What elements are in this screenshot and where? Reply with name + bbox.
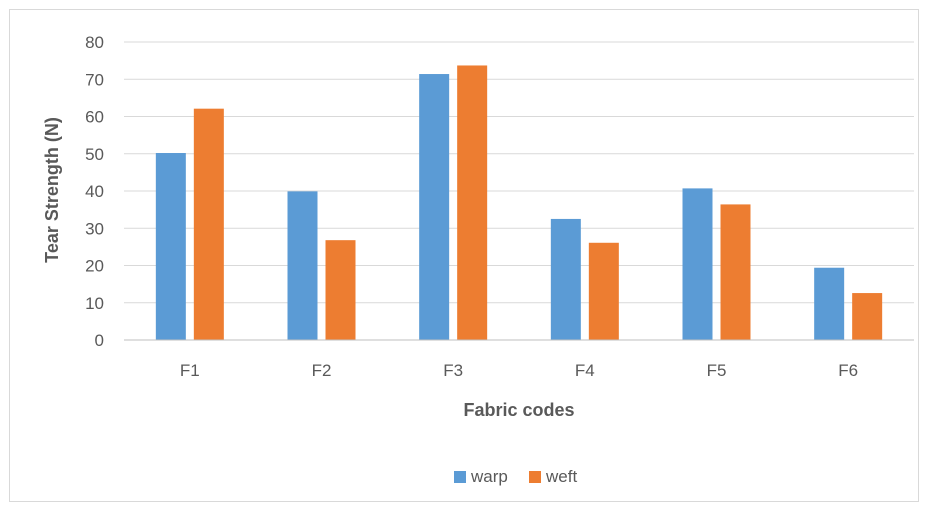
axes: 0 10 20 30 40 50 60 70 80 F1 F2 F3 F4 F5 F6: [85, 33, 914, 380]
bar-warp-F1: [155, 153, 186, 340]
y-tick-label: 10: [85, 294, 104, 313]
bar-warp-F6: [814, 267, 845, 340]
bar-weft-F3: [457, 65, 488, 340]
y-tick-label: 20: [85, 257, 104, 276]
legend-swatch-weft: [529, 471, 541, 483]
x-tick-label: F1: [180, 361, 200, 380]
y-tick-label: 70: [85, 70, 104, 89]
x-tick-label: F3: [443, 361, 463, 380]
y-axis-title: Tear Strength (N): [42, 117, 62, 263]
bar-warp-F2: [287, 191, 318, 340]
x-tick-label: F4: [575, 361, 595, 380]
x-tick-label: F6: [838, 361, 858, 380]
y-tick-label: 60: [85, 108, 104, 127]
y-tick-label: 40: [85, 182, 104, 201]
y-tick-label: 30: [85, 219, 104, 238]
bar-warp-F4: [550, 218, 581, 340]
bar-warp-F3: [419, 74, 450, 340]
y-tick-label: 50: [85, 145, 104, 164]
gridlines: [124, 41, 914, 304]
legend: warp weft: [454, 467, 577, 486]
bars: [155, 65, 883, 341]
legend-label-warp: warp: [470, 467, 508, 486]
x-axis-title: Fabric codes: [463, 400, 574, 420]
x-tick-label: F2: [312, 361, 332, 380]
legend-swatch-warp: [454, 471, 466, 483]
y-tick-label: 0: [95, 331, 104, 350]
legend-label-weft: weft: [545, 467, 577, 486]
bar-weft-F6: [852, 293, 883, 340]
bar-weft-F1: [193, 108, 224, 341]
x-tick-label: F5: [707, 361, 727, 380]
bar-weft-F4: [588, 242, 619, 340]
bar-warp-F5: [682, 188, 713, 340]
y-tick-label: 80: [85, 33, 104, 52]
bar-weft-F2: [325, 240, 356, 340]
bar-weft-F5: [720, 204, 751, 340]
